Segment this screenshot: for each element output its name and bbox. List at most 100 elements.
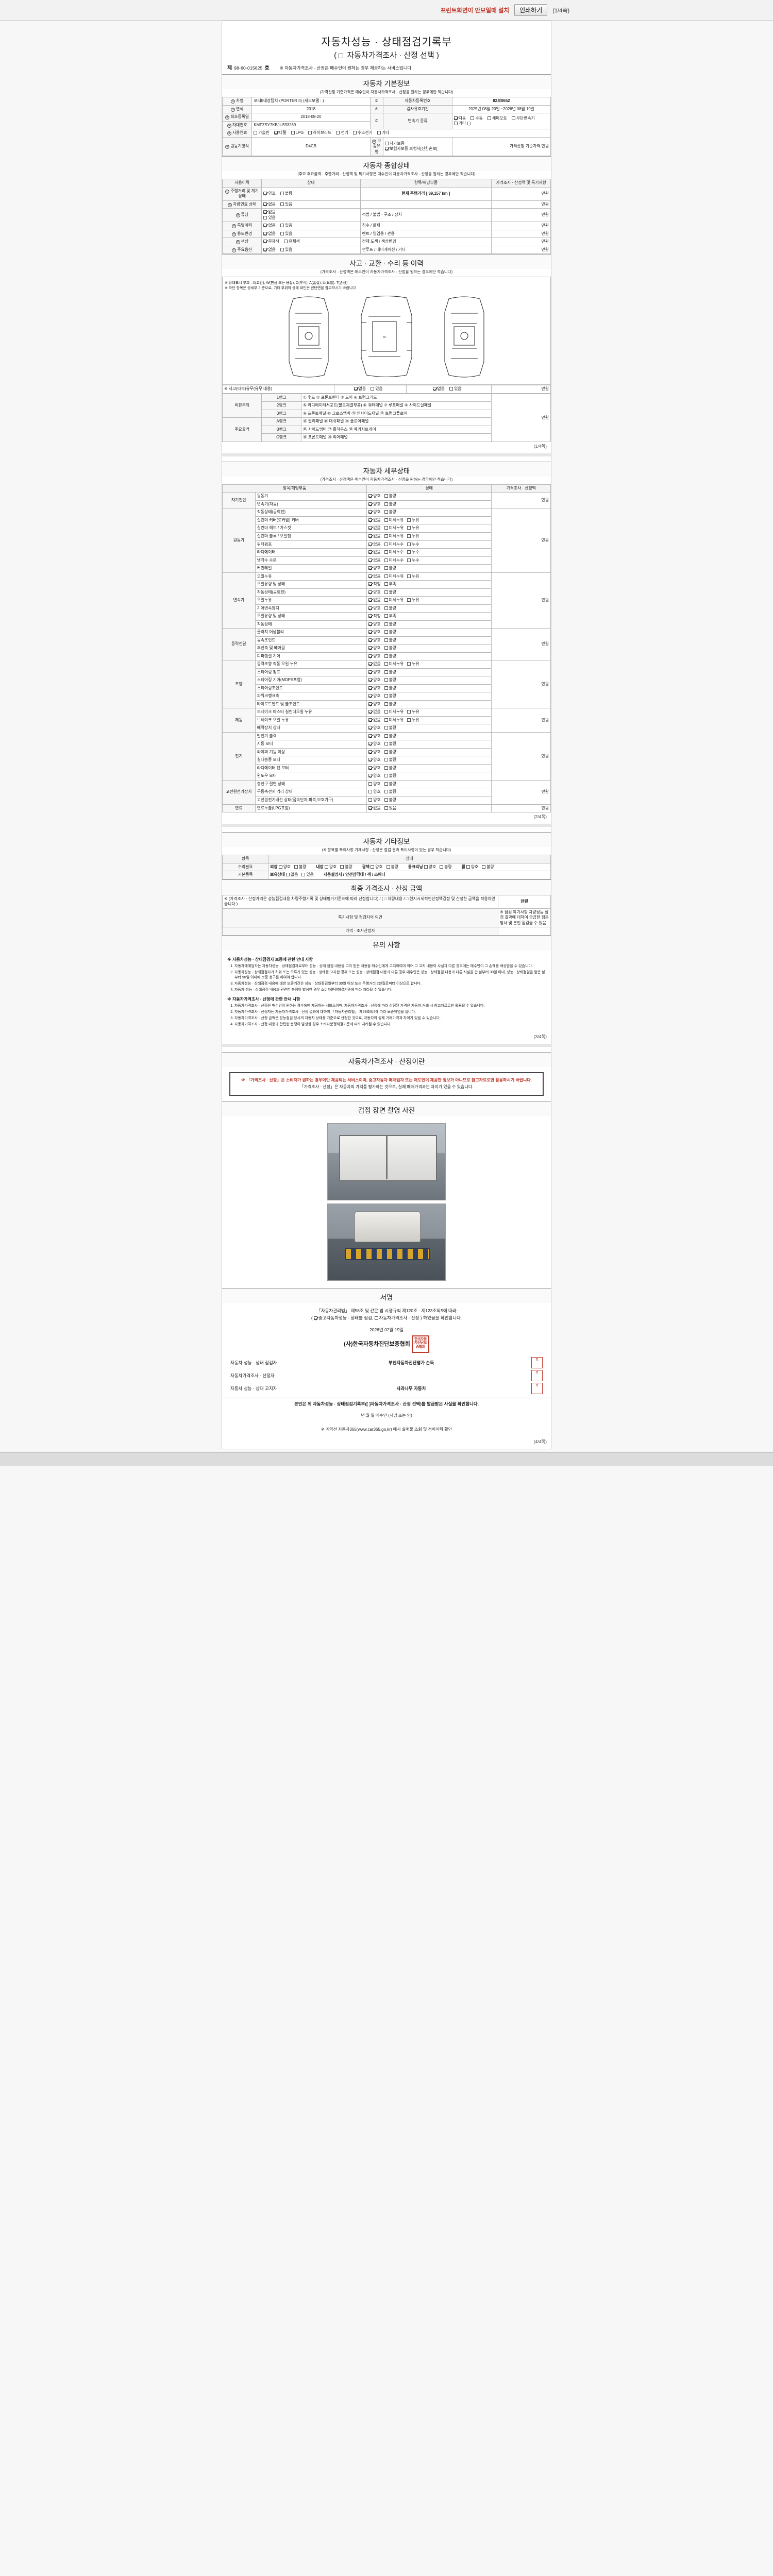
checkbox-icon[interactable] (384, 670, 388, 674)
detail-state-option-1[interactable]: 부족 (384, 582, 396, 587)
checkbox-icon[interactable] (324, 865, 328, 869)
checkbox-icon[interactable] (368, 670, 373, 674)
special-exist[interactable]: 있음 (280, 223, 292, 229)
checkbox-icon[interactable] (384, 734, 388, 738)
detail-state-option-1[interactable]: 불량 (384, 590, 396, 596)
detail-state-option-0[interactable]: 없음 (368, 662, 381, 667)
checkbox-icon[interactable] (384, 574, 388, 578)
checkbox-icon[interactable] (384, 726, 388, 730)
detail-state-option-1[interactable]: 불량 (384, 757, 396, 763)
detail-state-option-0[interactable]: 양호 (368, 654, 381, 659)
checkbox-icon[interactable] (407, 662, 411, 666)
detail-state-option-1[interactable]: 불량 (384, 638, 396, 643)
checkbox-icon[interactable] (384, 662, 388, 666)
color-achromatic[interactable]: 무채색 (263, 239, 279, 245)
checkbox-icon[interactable] (384, 606, 388, 610)
detail-state-option-1[interactable]: 불량 (384, 702, 396, 707)
checkbox-icon[interactable] (371, 865, 375, 869)
detail-state-option-2[interactable]: 누수 (407, 542, 419, 548)
checkbox-icon[interactable] (377, 131, 381, 135)
checkbox-icon[interactable] (278, 865, 282, 869)
checkbox-icon[interactable] (368, 742, 373, 746)
detail-state-option-1[interactable]: 불량 (384, 693, 396, 699)
usechange-none[interactable]: 없음 (263, 231, 276, 237)
detail-state-option-0[interactable]: 적정 (368, 582, 381, 587)
checkbox-icon[interactable] (368, 510, 373, 514)
checkbox-icon[interactable] (368, 686, 373, 690)
checkbox-icon[interactable] (384, 622, 388, 626)
checkbox-icon[interactable] (385, 141, 389, 145)
detail-state-option-1[interactable]: 부족 (384, 614, 396, 619)
checkbox-icon[interactable] (368, 494, 373, 498)
warranty-option-self[interactable]: 자가보증 (385, 141, 405, 147)
etc-state-option-0[interactable]: 양호 (371, 865, 383, 870)
detail-state-option-1[interactable]: 불량 (384, 798, 396, 803)
detail-state-option-0[interactable]: 없음 (368, 526, 381, 531)
fuelstate-none[interactable]: 없음 (263, 202, 276, 208)
checkbox-icon[interactable] (424, 865, 428, 869)
checkbox-icon[interactable] (368, 734, 373, 738)
fuel-option-other[interactable]: 기타 (377, 130, 389, 136)
checkbox-icon[interactable] (291, 131, 295, 135)
checkbox-icon[interactable] (368, 782, 373, 786)
checkbox-icon[interactable] (384, 510, 388, 514)
detail-state-option-0[interactable]: 없음 (368, 518, 381, 523)
detail-state-option-1[interactable]: 미세누유 (384, 534, 404, 539)
detail-state-option-0[interactable]: 없음 (368, 550, 381, 555)
detail-state-option-1[interactable]: 불량 (384, 782, 396, 787)
etc-state-option-1[interactable]: 있음 (301, 872, 314, 878)
detail-state-option-2[interactable]: 누유 (407, 574, 419, 580)
checkbox-icon[interactable] (368, 694, 373, 698)
checkbox-icon[interactable] (453, 122, 458, 126)
checkbox-icon[interactable] (368, 766, 373, 770)
checkbox-icon[interactable] (384, 534, 388, 538)
detail-state-option-0[interactable]: 양호 (368, 734, 381, 739)
fuel-option-hybrid[interactable]: 하이브리드 (308, 130, 331, 136)
checkbox-icon[interactable] (368, 638, 373, 642)
checkbox-icon[interactable] (407, 574, 411, 578)
detail-state-option-0[interactable]: 양호 (368, 766, 381, 771)
detail-state-option-0[interactable]: 없음 (368, 806, 381, 811)
exchange-exist[interactable]: 있음 (449, 386, 461, 392)
usechange-exist[interactable]: 있음 (280, 231, 292, 237)
checkbox-icon[interactable] (263, 247, 267, 251)
checkbox-icon[interactable] (385, 147, 389, 151)
detail-state-option-1[interactable]: 불량 (384, 654, 396, 659)
checkbox-icon[interactable] (368, 798, 373, 802)
warranty-option-insurer[interactable]: 보험사보증 보험사[신한손보] (385, 146, 438, 152)
accident-none[interactable]: 없음 (354, 386, 366, 392)
transmission-option-cvt[interactable]: 무단변속기 (511, 116, 535, 122)
special-none[interactable]: 없음 (263, 223, 276, 229)
checkbox-icon[interactable] (384, 718, 388, 722)
etc-state-option-0[interactable]: 없음 (286, 872, 298, 878)
checkbox-icon[interactable] (263, 231, 267, 235)
checkbox-icon[interactable] (280, 224, 284, 228)
checkbox-icon[interactable] (263, 210, 267, 214)
checkbox-icon[interactable] (384, 774, 388, 778)
fuel-option-gasoline[interactable]: 가솔린 (254, 130, 270, 136)
detail-state-option-0[interactable]: 양호 (368, 725, 381, 731)
detail-state-option-1[interactable]: 불량 (384, 566, 396, 571)
checkbox-icon[interactable] (384, 590, 388, 594)
checkbox-icon[interactable] (280, 202, 284, 206)
checkbox-icon[interactable] (368, 774, 373, 778)
detail-state-option-1[interactable]: 불량 (384, 766, 396, 771)
transmission-option-manual[interactable]: 수동 (470, 116, 483, 122)
detail-state-option-1[interactable]: 미세누수 (384, 558, 404, 564)
checkbox-icon[interactable] (384, 598, 388, 602)
checkbox-icon[interactable] (263, 215, 267, 219)
options-none[interactable]: 없음 (263, 247, 276, 253)
detail-state-option-0[interactable]: 양호 (368, 750, 381, 755)
checkbox-icon[interactable] (280, 247, 284, 251)
checkbox-icon[interactable] (284, 240, 288, 244)
etc-state-option-1[interactable]: 불량 (440, 865, 452, 870)
checkbox-icon[interactable] (280, 231, 284, 235)
checkbox-icon[interactable] (384, 686, 388, 690)
detail-state-option-2[interactable]: 누유 (407, 534, 419, 539)
mileage-good[interactable]: 양호 (263, 191, 276, 197)
etc-state-option-0[interactable]: 양호 (324, 865, 337, 870)
checkbox-icon[interactable] (368, 678, 373, 682)
checkbox-icon[interactable] (368, 542, 373, 546)
checkbox-icon[interactable] (368, 550, 373, 554)
checkbox-icon[interactable] (384, 766, 388, 770)
